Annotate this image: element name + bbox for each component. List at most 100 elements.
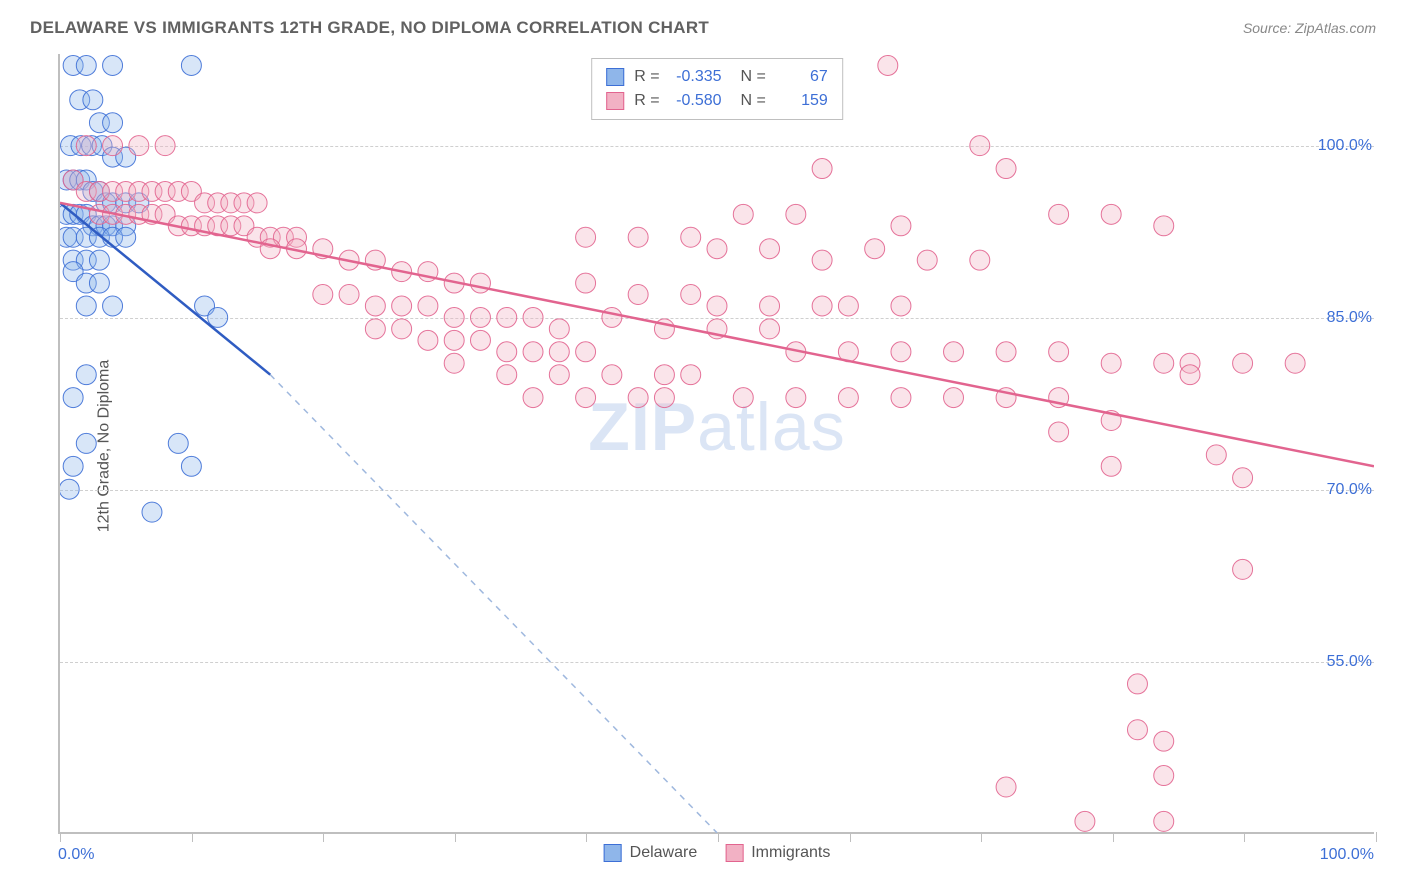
data-point	[523, 342, 543, 362]
chart-title: DELAWARE VS IMMIGRANTS 12TH GRADE, NO DI…	[30, 18, 709, 38]
data-point	[60, 479, 79, 499]
data-point	[470, 307, 490, 327]
data-point	[313, 285, 333, 305]
data-point	[470, 330, 490, 350]
data-point	[549, 365, 569, 385]
legend-swatch	[725, 844, 743, 862]
data-point	[1154, 216, 1174, 236]
data-point	[1233, 353, 1253, 373]
data-point	[365, 319, 385, 339]
stat-label-n: N =	[732, 89, 766, 113]
data-point	[878, 55, 898, 75]
data-point	[681, 227, 701, 247]
legend-item: Immigrants	[725, 844, 830, 862]
data-point	[681, 365, 701, 385]
data-point	[786, 388, 806, 408]
bottom-legend: Delaware Immigrants	[596, 844, 839, 862]
data-point	[654, 365, 674, 385]
data-point	[1206, 445, 1226, 465]
x-tick	[718, 832, 719, 842]
data-point	[1154, 353, 1174, 373]
x-tick	[455, 832, 456, 842]
data-point	[1049, 342, 1069, 362]
data-point	[1075, 811, 1095, 831]
legend-item: Delaware	[604, 844, 698, 862]
data-point	[129, 136, 149, 156]
data-point	[1101, 353, 1121, 373]
data-point	[838, 296, 858, 316]
stat-value-n: 67	[776, 65, 828, 89]
data-point	[707, 239, 727, 259]
data-point	[208, 307, 228, 327]
data-point	[602, 307, 622, 327]
stat-value-r: -0.335	[670, 65, 722, 89]
data-point	[76, 136, 96, 156]
data-point	[628, 285, 648, 305]
data-point	[89, 273, 109, 293]
data-point	[654, 388, 674, 408]
data-point	[812, 159, 832, 179]
x-tick	[1244, 832, 1245, 842]
data-point	[497, 365, 517, 385]
data-point	[996, 342, 1016, 362]
data-point	[602, 365, 622, 385]
data-point	[944, 388, 964, 408]
data-point	[497, 307, 517, 327]
correlation-row: R =-0.335 N =67	[606, 65, 828, 89]
data-point	[418, 330, 438, 350]
stat-label-r: R =	[634, 89, 659, 113]
legend-swatch	[606, 68, 624, 86]
data-point	[628, 388, 648, 408]
data-point	[891, 388, 911, 408]
data-point	[865, 239, 885, 259]
legend-label: Immigrants	[751, 844, 830, 862]
data-point	[970, 250, 990, 270]
x-tick	[323, 832, 324, 842]
data-point	[786, 204, 806, 224]
data-point	[142, 502, 162, 522]
legend-label: Delaware	[630, 844, 698, 862]
data-point	[103, 136, 123, 156]
data-point	[760, 319, 780, 339]
scatter-plot-svg	[60, 54, 1374, 833]
data-point	[444, 353, 464, 373]
data-point	[576, 342, 596, 362]
x-tick	[1376, 832, 1377, 842]
data-point	[1127, 674, 1147, 694]
data-point	[76, 433, 96, 453]
data-point	[733, 204, 753, 224]
data-point	[103, 113, 123, 133]
x-tick	[1113, 832, 1114, 842]
data-point	[1154, 811, 1174, 831]
chart-header: DELAWARE VS IMMIGRANTS 12TH GRADE, NO DI…	[30, 18, 1376, 38]
data-point	[470, 273, 490, 293]
data-point	[549, 319, 569, 339]
data-point	[497, 342, 517, 362]
data-point	[1101, 204, 1121, 224]
data-point	[103, 55, 123, 75]
data-point	[523, 388, 543, 408]
plot-area: ZIPatlas R =-0.335 N =67R =-0.580 N =159…	[58, 54, 1374, 834]
correlation-legend-box: R =-0.335 N =67R =-0.580 N =159	[591, 58, 843, 120]
data-point	[63, 388, 83, 408]
data-point	[168, 433, 188, 453]
data-point	[628, 227, 648, 247]
stat-label-r: R =	[634, 65, 659, 89]
stat-value-r: -0.580	[670, 89, 722, 113]
data-point	[576, 227, 596, 247]
data-point	[339, 285, 359, 305]
data-point	[891, 216, 911, 236]
data-point	[155, 136, 175, 156]
data-point	[365, 296, 385, 316]
data-point	[1127, 720, 1147, 740]
legend-swatch	[604, 844, 622, 862]
data-point	[970, 136, 990, 156]
x-tick-max: 100.0%	[1320, 846, 1374, 864]
stat-value-n: 159	[776, 89, 828, 113]
data-point	[444, 330, 464, 350]
data-point	[444, 307, 464, 327]
data-point	[681, 285, 701, 305]
data-point	[523, 307, 543, 327]
data-point	[1180, 365, 1200, 385]
data-point	[392, 319, 412, 339]
